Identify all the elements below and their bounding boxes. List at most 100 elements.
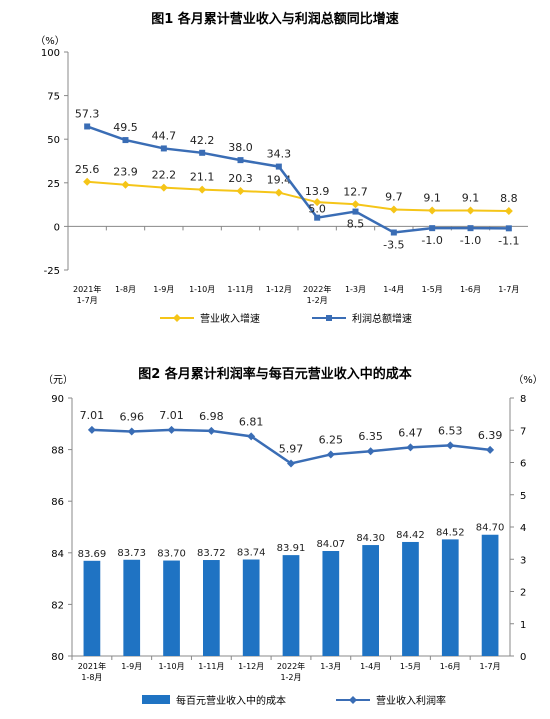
chart-1-x-tick-label: 1-2月 [307,296,328,305]
chart-1-point [390,229,397,236]
chart-2-rate-point [247,432,256,441]
chart-1-y-tick-label: -25 [44,266,60,277]
chart-2-x-tick-label: 1-6月 [440,662,461,671]
chart-1-x-tick-label: 1-5月 [422,285,443,294]
chart-2-x-tick-label: 1-5月 [400,662,421,671]
chart-2-right-tick-label: 2 [520,588,526,599]
chart-1-point [389,205,398,214]
chart-1-data-label: 38.0 [228,141,253,154]
chart-2-bar-label: 84.30 [356,533,385,544]
chart-1-data-label: 57.3 [75,107,100,120]
chart-2-right-tick-label: 5 [520,491,526,502]
chart-2-rate-point [406,443,415,452]
chart-2-bar [322,550,340,656]
chart-2-plot: （元） （%） 90 88 86 84 82 80 8 7 6 5 4 3 2 1 0 2021年 1-8月 1-9月… [43,374,543,707]
chart-2-bar-label: 83.69 [78,549,107,560]
chart-2-left-axis-label: （元） [43,374,73,386]
chart-2-bar-label: 84.52 [436,527,465,538]
chart-2-right-tick-label: 3 [520,555,526,566]
chart-1-point [160,145,167,152]
chart-2-left-tick-label: 80 [51,652,64,663]
chart-2-left-tick-label: 82 [51,600,64,611]
chart-1-y-tick-label: 100 [41,48,60,59]
chart-2-bar [123,559,141,656]
chart-1-x-tick-label: 1-8月 [115,285,136,294]
chart-1-data-label: -3.5 [383,239,404,252]
chart-1-data-label: 12.7 [343,185,368,198]
chart-1-data-label: 13.9 [305,185,330,198]
chart-2-x-tick-label: 1-7月 [480,662,501,671]
chart-1-y-axis-label: （%） [35,35,65,47]
chart-2-rate-label: 5.97 [279,442,304,455]
chart-1-x-tick-label: 1-4月 [383,285,404,294]
chart-2-bar-label: 83.72 [197,548,226,559]
chart-1-point [122,137,129,144]
chart-1-point [84,123,91,130]
chart-2-x-tick-label: 1-9月 [121,662,142,671]
chart-2-rate-point [87,425,96,434]
chart-1-point [505,225,512,232]
chart-1-point [466,206,475,215]
chart-2-legend-line-marker [349,696,357,704]
chart-2-legend-bar-label: 每百元营业收入中的成本 [176,694,286,707]
chart-2-rate-point [287,459,295,468]
chart-1-title: 图1 各月累计营业收入与利润总额同比增速 [151,12,399,27]
chart-1-series-line [87,180,509,213]
chart-2-bar [441,539,459,656]
chart-1-point [274,188,283,197]
chart-1-data-label: 8.5 [347,218,365,231]
chart-1-point [275,163,282,170]
chart-2-legend-bar-swatch [142,695,170,704]
chart-1-legend-label: 利润总额增速 [352,312,412,325]
chart-1-point [199,149,206,156]
chart-2-rate-point [486,445,495,454]
chart-2-x-tick-label: 1-12月 [238,662,264,671]
chart-1-x-tick-label: 1-12月 [266,285,292,294]
chart-1-data-label: 20.3 [228,172,253,185]
chart-2-rate-label: 6.53 [438,424,463,437]
chart-1-series-line [86,125,509,234]
chart-2-right-tick-label: 8 [520,394,526,405]
chart-2-bar [163,560,180,656]
chart-2-bar-label: 83.70 [157,549,186,560]
chart-1-y-tick-label: 0 [54,222,60,233]
chart-1-point [83,177,92,186]
chart-1-point [313,198,322,207]
chart-1-point [121,180,130,189]
chart-1-data-label: 21.1 [190,171,215,184]
chart-1-x-tick-label: 1-9月 [153,285,174,294]
chart-1-data-label: -1.1 [498,234,519,247]
chart-1-x-tick-label: 1-6月 [460,285,481,294]
chart-2-rate-point [167,425,176,434]
chart-1-legend-label: 营业收入增速 [200,312,260,325]
chart-2-left-tick-label: 84 [51,549,64,560]
chart-1-data-label: 34.3 [267,148,292,161]
chart-1: 图1 各月累计营业收入与利润总额同比增速 （%） 100 75 50 25 0 -25 202… [0,0,550,340]
chart-1-point [467,225,474,232]
chart-1-x-tick-label: 2022年 [303,284,331,294]
chart-2-legend-line-label: 营业收入利润率 [376,694,446,707]
chart-2-x-tick-label: 2021年 [78,661,106,671]
chart-2-rate-label: 6.81 [239,415,264,428]
chart-2-rate-label: 6.39 [478,429,503,442]
chart-1-data-label: 5.0 [308,203,326,216]
chart-2-title: 图2 各月累计利润率与每百元营业收入中的成本 [138,367,412,382]
chart-1-point [428,206,437,215]
chart-2-rate-point [326,450,335,459]
chart-1-point [429,225,436,232]
chart-2-left-tick-label: 86 [51,497,64,508]
chart-2-right-tick-label: 7 [520,426,526,437]
chart-2-rate-label: 7.01 [159,409,184,422]
chart-2-bar [282,555,300,656]
chart-1-y-tick-label: 75 [47,92,60,103]
chart-1-point [159,183,168,192]
chart-2-bar-label: 84.70 [476,523,505,534]
chart-1-x-tick-label: 1-10月 [189,285,215,294]
chart-2-bar-label: 83.74 [237,548,266,559]
chart-2-bar-label: 83.91 [277,543,306,554]
chart-2-rate-label: 6.35 [358,430,383,443]
chart-1-data-label: 23.9 [113,166,138,179]
chart-2-rate-point [127,427,136,436]
chart-2-bar [83,560,101,656]
chart-2-right-tick-label: 4 [520,523,526,534]
